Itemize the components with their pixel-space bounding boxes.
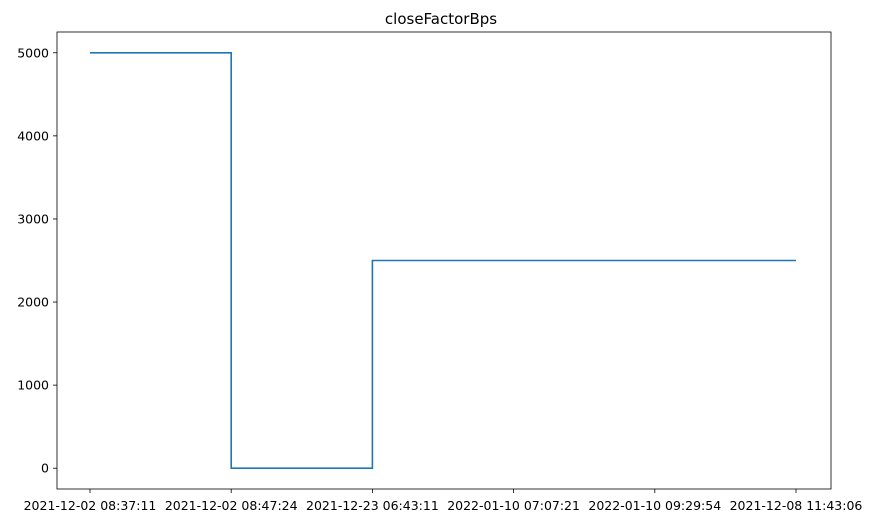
x-tick-label: 2021-12-23 06:43:11: [306, 498, 439, 513]
x-tick-label: 2022-01-10 07:07:21: [447, 498, 580, 513]
y-tick-label: 4000: [17, 128, 49, 143]
chart-title: closeFactorBps: [385, 10, 497, 28]
y-tick-label: 2000: [17, 295, 49, 310]
x-axis: 2021-12-02 08:37:11 2021-12-02 08:47:24 20…: [24, 489, 863, 513]
plot-area-frame: [56, 31, 832, 490]
y-tick-label: 1000: [17, 378, 49, 393]
y-axis: 0 1000 2000 3000 4000 5000: [17, 45, 57, 476]
x-tick-label: 2022-01-10 09:29:54: [588, 498, 721, 513]
y-tick-label: 0: [41, 461, 49, 476]
series-layer: [90, 51, 796, 470]
y-tick-label: 3000: [17, 211, 49, 226]
x-tick-label: 2021-12-08 11:43:06: [730, 498, 863, 513]
y-tick-label: 5000: [17, 45, 49, 60]
x-tick-label: 2021-12-02 08:47:24: [165, 498, 298, 513]
series-line: [90, 51, 796, 470]
x-tick-label: 2021-12-02 08:37:11: [24, 498, 157, 513]
